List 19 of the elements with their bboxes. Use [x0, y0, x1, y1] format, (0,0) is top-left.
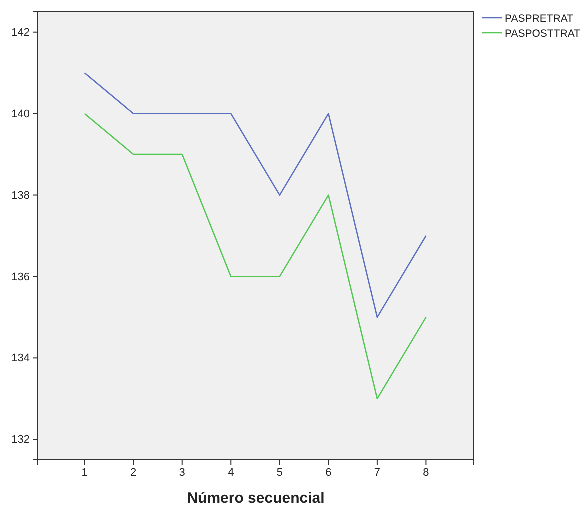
y-tick-label: 140 [12, 108, 30, 120]
x-tick-label: 8 [423, 466, 430, 479]
line-series [84, 72, 427, 318]
y-tick-label: 132 [12, 434, 30, 446]
x-tick-label: 5 [276, 466, 283, 479]
x-tick-label: 6 [326, 466, 332, 479]
line-series [84, 113, 427, 400]
x-tick-label: 1 [82, 466, 88, 479]
x-tick-label: 3 [179, 466, 186, 479]
x-tick-label: 2 [130, 466, 137, 479]
y-tick-label: 136 [12, 271, 30, 284]
legend-label: PASPRETRAT [505, 13, 574, 25]
x-axis-title: Número secuencial [187, 490, 325, 507]
x-tick-label: 7 [374, 466, 380, 479]
y-tick-label: 138 [12, 190, 30, 202]
y-tick-label: 134 [12, 352, 30, 365]
legend-label: PASPOSTTRAT [505, 28, 582, 40]
y-tick-label: 142 [12, 26, 30, 39]
x-tick-label: 4 [228, 466, 234, 479]
